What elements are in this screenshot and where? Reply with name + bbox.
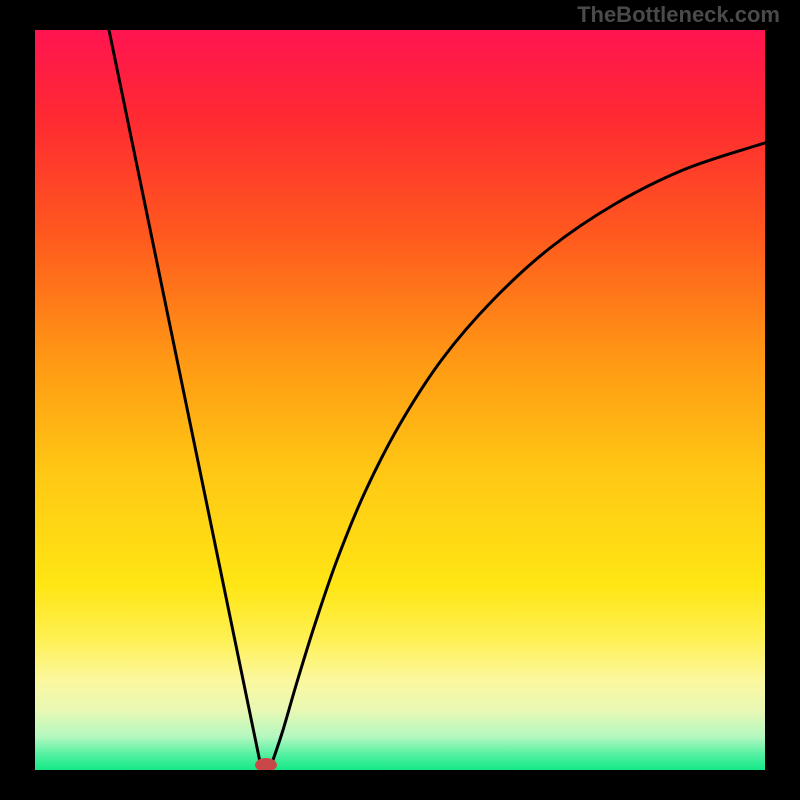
plot-area: [35, 30, 765, 770]
chart-container: TheBottleneck.com: [0, 0, 800, 800]
curve-left-segment: [109, 30, 260, 762]
curve-right-segment: [272, 133, 765, 763]
watermark-text: TheBottleneck.com: [577, 2, 780, 28]
plot-svg: [35, 30, 765, 770]
